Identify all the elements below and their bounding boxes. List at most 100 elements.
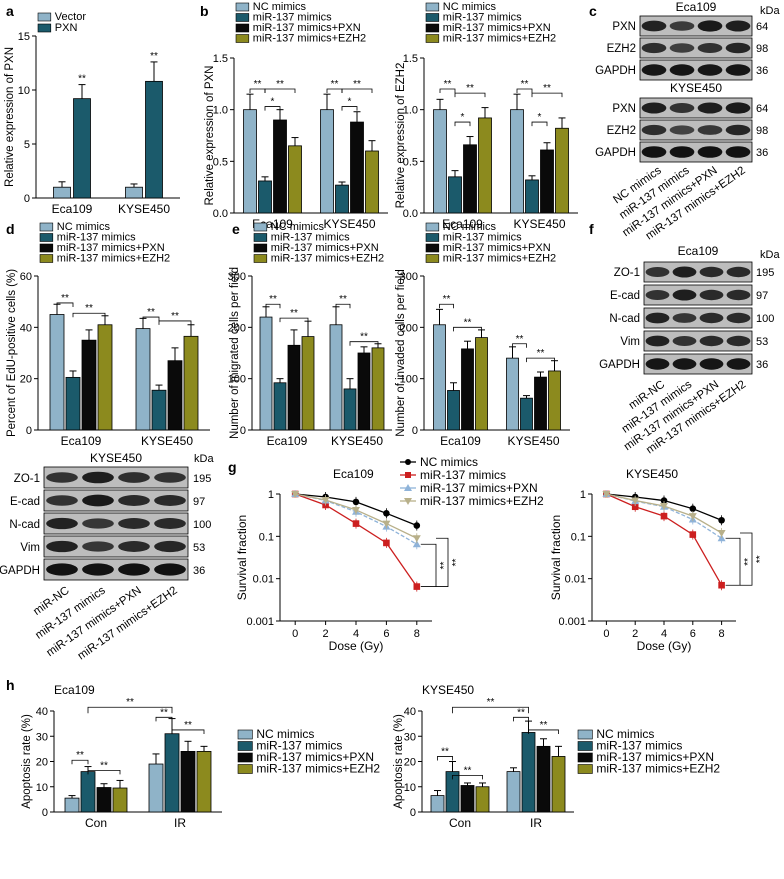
blot-f: Eca109 kDa ZO-1 195 E-cad 97 N-cad 100 Vim 53 GAPD…: [599, 244, 780, 456]
significance-label: **: [254, 79, 262, 90]
significance-label: *: [271, 97, 275, 108]
blot-band: [669, 125, 695, 135]
significance-bracket: [264, 88, 296, 93]
y-tick-label: 300: [228, 271, 246, 283]
blot-band: [46, 540, 78, 553]
legend-swatch: [39, 222, 54, 232]
significance-bracket: [531, 121, 548, 127]
blot-row-membrane: [43, 535, 189, 558]
significance-bracket: [531, 92, 563, 98]
legend-swatch: [235, 23, 250, 33]
y-axis-label: Survival fraction: [549, 515, 563, 600]
blot-band: [669, 21, 695, 31]
data-point: [352, 498, 360, 506]
data-point: [291, 491, 300, 498]
x-tick-label: 4: [661, 628, 667, 640]
legend-label: miR-137 mimics+EZH2: [443, 33, 556, 45]
legend-swatch: [425, 34, 440, 43]
legend-label: miR-137 mimics: [256, 739, 342, 753]
significance-label: **: [85, 303, 93, 314]
blot-band: [726, 312, 751, 324]
bar: [164, 733, 180, 813]
legend-swatch: [577, 752, 593, 763]
blot-band: [641, 102, 667, 114]
bar: [510, 109, 524, 214]
panel-letter-e: e: [232, 221, 240, 237]
significance-label: **: [521, 79, 529, 90]
legend-label: NC mimics: [57, 221, 111, 233]
bar: [80, 771, 96, 813]
legend-swatch: [37, 23, 52, 33]
legend-label: miR-137 mimics+PXN: [271, 242, 379, 254]
chart-g2: 0.001 0.01 0.1 1 0 2 4 6 8 Dose (Gy) Survival frac…: [549, 467, 766, 653]
panel-letter-c: c: [589, 3, 597, 19]
legend-swatch: [425, 243, 440, 253]
legend-marker: [405, 472, 411, 478]
data-point: [688, 513, 697, 521]
blot-kda: 100: [756, 313, 774, 325]
y-tick-label: 0: [240, 425, 246, 437]
significance-label: **: [126, 697, 134, 708]
legend-swatch: [425, 2, 440, 12]
significance-label: **: [444, 79, 452, 90]
blot-band: [669, 103, 695, 113]
legend-label: miR-137 mimics: [596, 739, 682, 753]
data-point: [660, 497, 668, 504]
significance-label: **: [290, 308, 298, 319]
y-tick-label: 40: [20, 322, 32, 334]
significance-bracket: [437, 756, 453, 761]
bar: [521, 732, 536, 813]
legend-label: miR-137 mimics+EZH2: [596, 762, 720, 776]
significance-bracket: [142, 316, 160, 322]
bar: [64, 797, 80, 813]
blot-band: [641, 146, 667, 158]
blot-band: [46, 495, 78, 506]
y-tick-label: 0.1: [259, 531, 274, 543]
y-tick-label: 40: [404, 706, 416, 718]
data-point: [413, 522, 421, 529]
x-tick-label: KYSE450: [507, 434, 559, 448]
blot-kda: 195: [193, 473, 211, 485]
significance-label: *: [348, 97, 352, 108]
blot-band: [672, 289, 697, 301]
legend-label: NC mimics: [253, 1, 307, 13]
blot-row-membrane: [43, 512, 189, 535]
blot-band: [118, 541, 150, 552]
blot-band: [118, 518, 150, 529]
significance-bracket: [725, 537, 741, 586]
legend-swatch: [235, 34, 250, 43]
blot-band: [645, 290, 670, 300]
bar: [447, 390, 460, 431]
blot-band: [699, 335, 724, 347]
blot-band: [697, 125, 723, 135]
significance-label: **: [487, 697, 495, 708]
bar: [475, 337, 488, 431]
significance-label: **: [353, 79, 361, 90]
legend-label: miR-137 mimics+EZH2: [253, 33, 366, 45]
chart-title: Eca109: [333, 467, 374, 481]
significance-label: **: [339, 294, 347, 305]
blot-f2: KYSE450 kDa ZO-1 195 E-cad 97 N-cad 100 Vim 53 GAP…: [0, 451, 214, 662]
legend-label: miR-137 mimics: [253, 12, 332, 24]
y-tick-label: 1: [580, 489, 586, 501]
legend-label: miR-137 mimics: [420, 468, 506, 482]
x-tick-label: Eca109: [61, 434, 102, 448]
y-axis-label: Percent of EdU-positive cells (%): [6, 269, 18, 437]
y-axis-label: Apoptosis rate (%): [21, 714, 33, 809]
y-tick-label: 10: [404, 782, 416, 794]
blot-band: [82, 471, 114, 484]
bar: [180, 751, 196, 813]
y-tick-label: 20: [36, 757, 48, 769]
legend-label: miR-137 mimics+EZH2: [57, 253, 170, 265]
chart-title: KYSE450: [626, 467, 678, 481]
significance-label: **: [150, 51, 158, 62]
y-tick-label: 0.5: [213, 156, 228, 168]
blot-row-membrane: [639, 15, 753, 37]
significance-bracket: [453, 326, 482, 332]
y-tick-label: 1.5: [403, 53, 418, 65]
significance-label: **: [543, 83, 551, 94]
bar: [548, 370, 561, 431]
bar: [525, 179, 539, 214]
